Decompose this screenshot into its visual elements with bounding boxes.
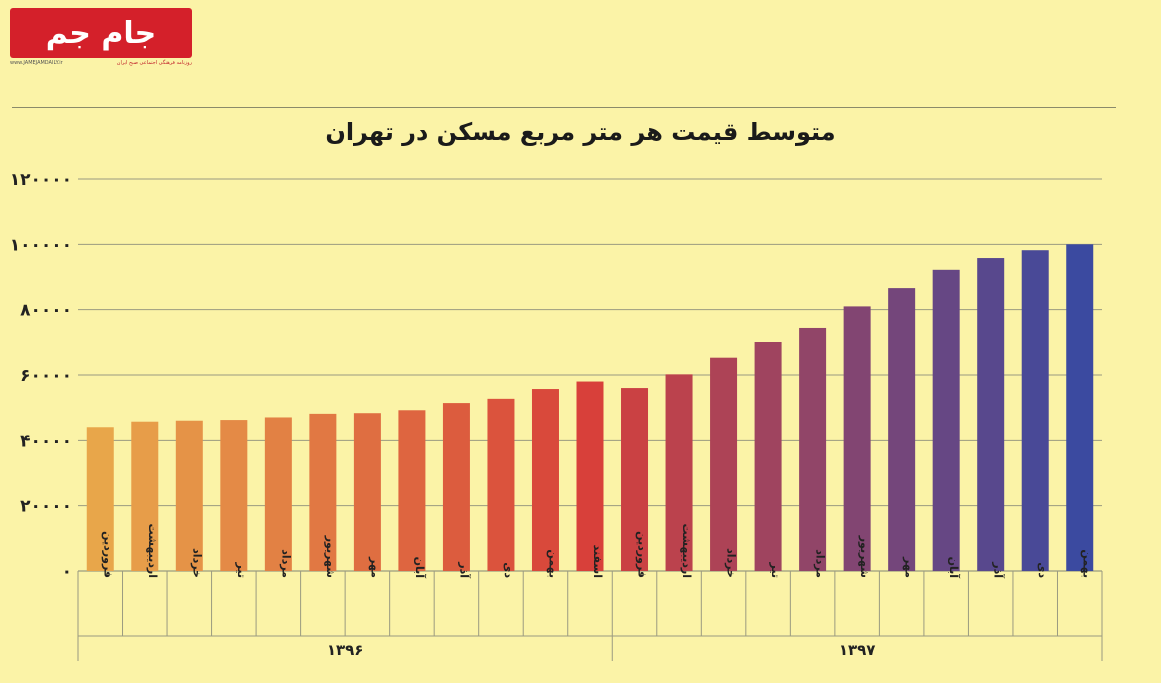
bar (309, 413, 337, 571)
x-tick-label: خرداد (725, 548, 738, 578)
x-tick-label: دی (502, 562, 515, 578)
group-label: ۱۳۹۷ (839, 641, 876, 659)
x-tick-label: تیر (235, 562, 248, 578)
bar (1066, 244, 1094, 572)
x-tick-label: دی (1036, 562, 1049, 578)
y-tick-label: ۶۰۰۰۰ (20, 366, 72, 386)
bar (398, 410, 426, 571)
x-tick-label: بهمن (546, 549, 559, 578)
y-tick-label: ۸۰۰۰۰ (20, 301, 72, 321)
x-tick-label: فروردین (636, 531, 649, 578)
group-label: ۱۳۹۶ (327, 641, 364, 659)
x-tick-label: فروردین (101, 531, 114, 578)
bar (487, 398, 515, 571)
x-tick-label: آذر (457, 561, 471, 578)
x-tick-label: آذر (992, 561, 1006, 578)
x-tick-label: مرداد (279, 549, 292, 578)
bar (754, 342, 782, 571)
bar (531, 389, 559, 571)
x-tick-label: تیر (769, 562, 782, 578)
y-tick-label: ۴۰۰۰۰ (20, 431, 72, 451)
x-tick-label: آبان (947, 557, 961, 579)
x-tick-label: شهریور (324, 535, 337, 578)
logo-tagline: روزنامه فرهنگی اجتماعی صبح ایران (116, 60, 192, 66)
x-tick-label: خرداد (190, 548, 203, 578)
bar (932, 269, 960, 571)
logo: جام جم www.JAMEJAMDAILY.ir روزنامه فرهنگ… (10, 8, 192, 66)
bar (442, 403, 470, 571)
bar (131, 421, 159, 571)
bar (175, 420, 203, 571)
bar (220, 420, 248, 571)
bar (621, 388, 649, 571)
header-divider (12, 107, 1116, 108)
x-tick-label: مهر (368, 556, 381, 578)
x-tick-label: شهریور (858, 535, 871, 578)
logo-url: www.JAMEJAMDAILY.ir (10, 60, 63, 66)
bar (888, 288, 916, 571)
bar (353, 413, 381, 571)
bar (576, 381, 604, 571)
x-tick-label: مهر (903, 556, 916, 578)
y-tick-label: ۰ (62, 562, 72, 582)
bar (264, 417, 292, 571)
x-tick-label: مرداد (814, 549, 827, 578)
x-tick-label: اسفند (591, 545, 604, 578)
bar (977, 258, 1005, 571)
y-tick-label: ۲۰۰۰۰ (20, 497, 72, 517)
y-tick-label: ۱۲۰۰۰۰ (10, 170, 72, 190)
bar (843, 306, 871, 571)
x-tick-label: آبان (413, 557, 427, 579)
logo-subline: www.JAMEJAMDAILY.ir روزنامه فرهنگی اجتما… (10, 60, 192, 66)
bar (710, 357, 738, 571)
y-tick-label: ۱۰۰۰۰۰ (10, 235, 72, 255)
x-tick-label: اردیبهشت (680, 524, 693, 578)
x-tick-label: اردیبهشت (146, 524, 159, 578)
bar (1021, 250, 1049, 572)
bar (86, 427, 114, 571)
logo-mark: جام جم (10, 8, 192, 58)
bar (799, 327, 827, 571)
x-tick-label: بهمن (1081, 549, 1094, 578)
bar (665, 374, 693, 571)
chart-title: متوسط قیمت هر متر مربع مسکن در تهران (325, 118, 836, 146)
